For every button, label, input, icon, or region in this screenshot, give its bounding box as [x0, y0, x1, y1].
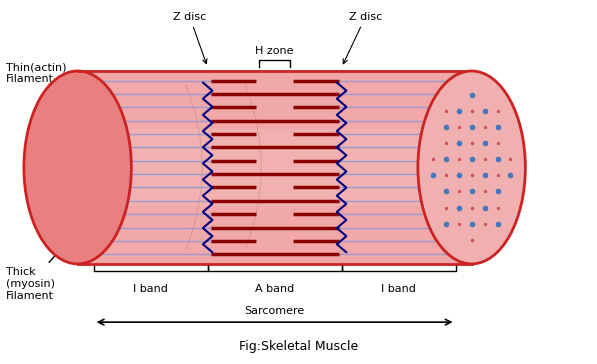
Text: I band: I band	[381, 284, 416, 294]
Text: H zone: H zone	[256, 46, 294, 56]
Text: Thin(actin)
Filament: Thin(actin) Filament	[6, 62, 87, 121]
Text: A band: A band	[255, 284, 294, 294]
Text: Z disc: Z disc	[343, 12, 382, 64]
Polygon shape	[78, 71, 472, 264]
Text: Z disc: Z disc	[173, 12, 207, 64]
Ellipse shape	[418, 71, 525, 264]
Text: Fig:Skeletal Muscle: Fig:Skeletal Muscle	[239, 340, 358, 353]
Ellipse shape	[24, 71, 131, 264]
Text: I band: I band	[133, 284, 168, 294]
Polygon shape	[78, 129, 472, 206]
Text: Thick
(myosin)
Filament: Thick (myosin) Filament	[6, 219, 87, 301]
Text: Sarcomere: Sarcomere	[245, 306, 304, 316]
